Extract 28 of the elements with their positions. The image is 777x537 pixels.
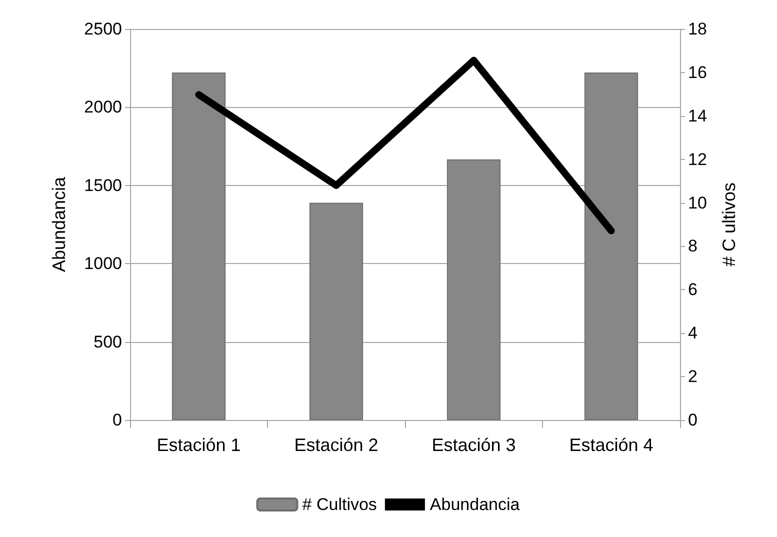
- y-tick-label: 500: [94, 332, 122, 352]
- bar: [584, 72, 638, 420]
- y2-axis-title: # C ultivos: [719, 182, 739, 267]
- y2-tick-label: 14: [688, 106, 707, 126]
- y2-tick-label: 4: [688, 324, 698, 343]
- x-tick-label: Estación 1: [156, 435, 241, 455]
- bar: [446, 159, 501, 420]
- x-tick-label: Estación 4: [569, 435, 654, 455]
- bar: [309, 202, 364, 420]
- y2-tick-label: 16: [688, 62, 707, 82]
- y-axis-title: Abundancia: [49, 176, 69, 272]
- y2-tick-label: 6: [688, 280, 698, 300]
- legend-label: Abundancia: [430, 495, 520, 514]
- y2-tick-label: 8: [688, 236, 698, 256]
- x-tick-label: Estación 2: [294, 435, 378, 455]
- y2-tick-label: 2: [688, 367, 698, 386]
- y2-tick-label: 0: [688, 410, 698, 430]
- legend-label: # Cultivos: [302, 495, 377, 514]
- y2-tick-label: 10: [688, 193, 707, 212]
- y2-tick-label: 18: [688, 20, 707, 38]
- bar: [172, 72, 226, 420]
- y-tick-label: 1500: [84, 176, 122, 195]
- y-tick-label: 2500: [84, 20, 122, 38]
- y-tick-label: 1000: [84, 254, 122, 274]
- x-tick-label: Estación 3: [432, 435, 516, 455]
- y-tick-label: 0: [112, 410, 122, 430]
- y-tick-label: 2000: [84, 98, 122, 117]
- y2-tick-label: 12: [688, 150, 707, 169]
